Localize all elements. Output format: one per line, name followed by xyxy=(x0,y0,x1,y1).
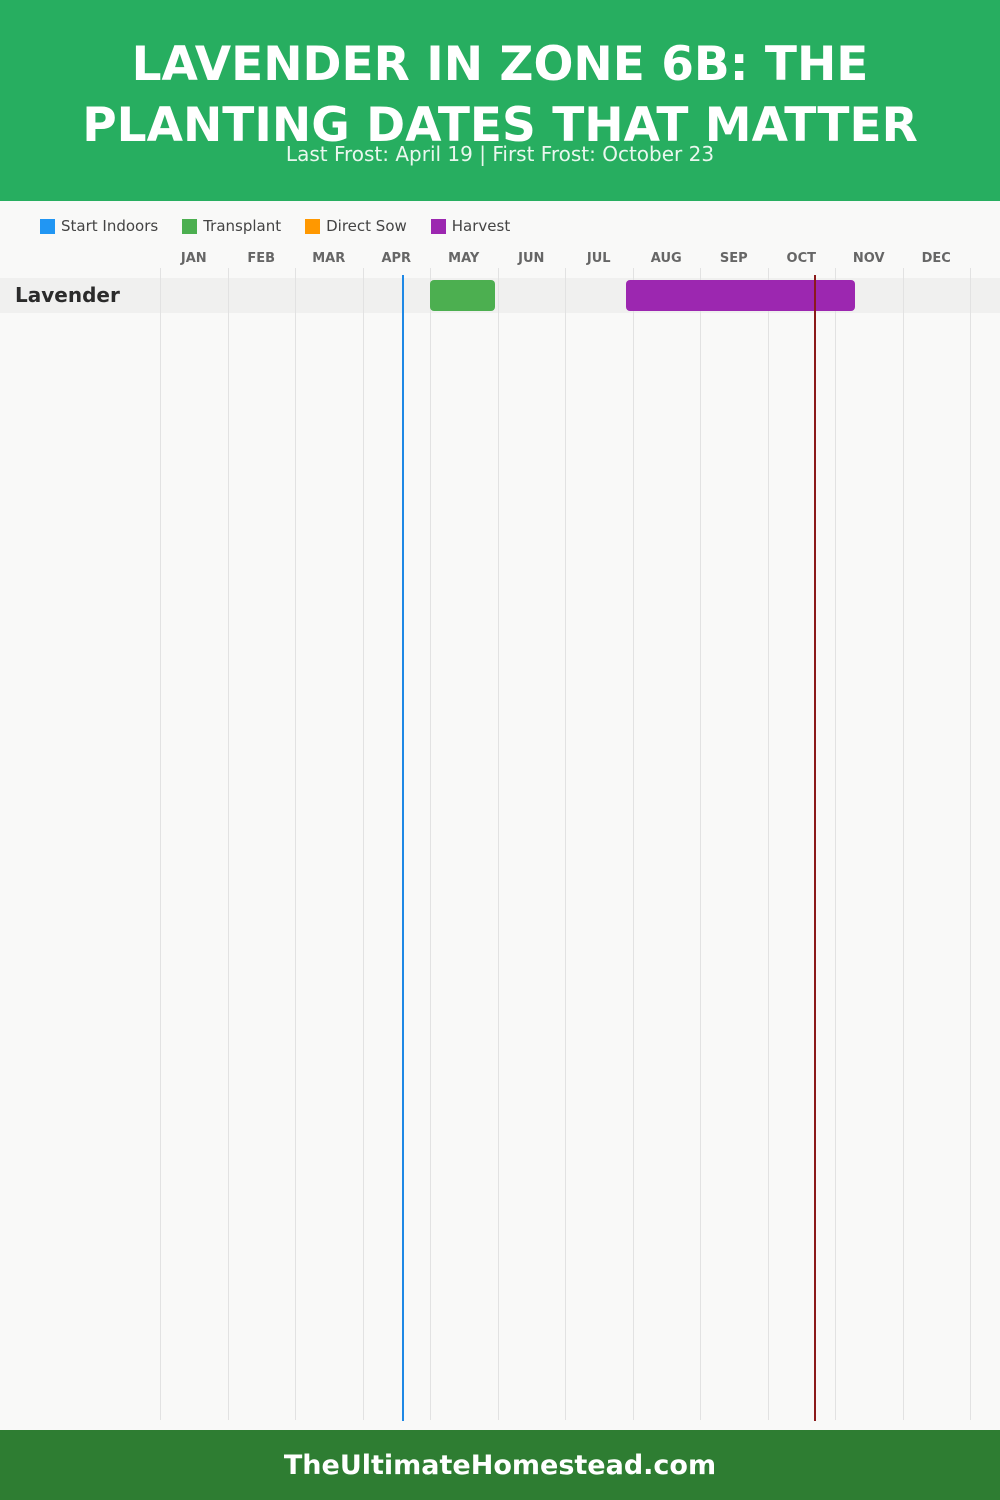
legend-swatch-direct-sow xyxy=(305,218,321,234)
chart-legend: Start Indoors Transplant Direct Sow Harvest xyxy=(40,214,534,238)
month-label-jan: JAN xyxy=(180,251,207,266)
legend-label-start-indoors: Start Indoors xyxy=(61,217,159,235)
month-label-nov: NOV xyxy=(852,251,885,266)
page-title: LAVENDER IN ZONE 6B: THE PLANTING DATES … xyxy=(82,37,918,153)
harvest-bar xyxy=(625,280,856,311)
legend-label-harvest: Harvest xyxy=(451,217,511,235)
header-banner: LAVENDER IN ZONE 6B: THE PLANTING DATES … xyxy=(0,0,1000,201)
legend-item-harvest: Harvest xyxy=(430,217,511,235)
legend-item-direct-sow: Direct Sow xyxy=(305,217,407,235)
month-gridline xyxy=(903,268,904,1420)
month-gridline xyxy=(160,268,161,1420)
footer-site-link[interactable]: TheUltimateHomestead.com xyxy=(283,1449,717,1481)
month-label-sep: SEP xyxy=(719,251,748,266)
month-label-aug: AUG xyxy=(650,251,682,266)
footer-banner: TheUltimateHomestead.com xyxy=(0,1430,1000,1500)
legend-label-direct-sow: Direct Sow xyxy=(326,217,407,235)
month-label-dec: DEC xyxy=(921,251,951,266)
month-gridline xyxy=(363,268,364,1420)
month-gridline xyxy=(768,268,769,1420)
month-gridline xyxy=(295,268,296,1420)
month-label-oct: OCT xyxy=(786,251,816,266)
month-label-mar: MAR xyxy=(312,251,346,266)
legend-label-transplant: Transplant xyxy=(203,217,282,235)
frost-dates-subtitle: Last Frost: April 19 | First Frost: Octo… xyxy=(285,142,715,166)
month-gridline xyxy=(700,268,701,1420)
month-label-apr: APR xyxy=(381,251,412,266)
month-label-jul: JUL xyxy=(586,251,611,266)
month-label-may: MAY xyxy=(448,251,480,266)
month-label-feb: FEB xyxy=(247,251,276,266)
month-gridline xyxy=(228,268,229,1420)
month-gridline xyxy=(565,268,566,1420)
month-gridline xyxy=(498,268,499,1420)
month-gridline xyxy=(970,268,971,1420)
legend-swatch-harvest xyxy=(430,218,446,234)
row-label-lavender: Lavender xyxy=(15,283,120,307)
month-gridline xyxy=(430,268,431,1420)
month-gridline xyxy=(633,268,634,1420)
month-gridline xyxy=(835,268,836,1420)
first-frost-marker-line xyxy=(814,275,817,1421)
legend-swatch-start-indoors xyxy=(40,218,55,234)
month-label-jun: JUN xyxy=(518,251,545,266)
legend-swatch-transplant xyxy=(182,218,198,234)
transplant-bar xyxy=(430,280,496,311)
legend-item-transplant: Transplant xyxy=(182,217,281,235)
legend-item-start-indoors: Start Indoors xyxy=(40,217,158,235)
last-frost-marker-line xyxy=(402,275,404,1421)
